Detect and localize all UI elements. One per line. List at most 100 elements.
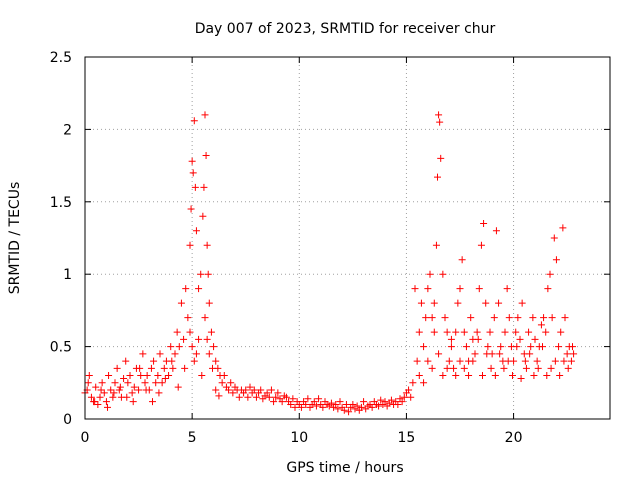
data-point (527, 343, 535, 351)
data-point (400, 393, 408, 401)
data-point (204, 270, 212, 278)
data-point (189, 169, 197, 177)
data-point (360, 398, 368, 406)
data-point (130, 383, 138, 391)
data-point (430, 328, 438, 336)
data-point (180, 335, 188, 343)
data-point (443, 328, 451, 336)
data-point (560, 357, 568, 365)
data-point (375, 402, 383, 410)
data-point (435, 350, 443, 358)
data-point (544, 285, 552, 293)
data-point (525, 328, 533, 336)
data-point (514, 314, 522, 322)
plot-grid (85, 57, 610, 419)
data-point (437, 154, 445, 162)
data-point (263, 389, 271, 397)
data-point (111, 379, 119, 387)
data-point (205, 350, 213, 358)
data-point (229, 389, 237, 397)
data-point (456, 357, 464, 365)
data-point (435, 111, 443, 119)
y-tick-label: 2.5 (50, 50, 72, 66)
y-tick-label: 1 (63, 267, 72, 283)
data-point (327, 399, 335, 407)
data-point (128, 389, 136, 397)
data-point (154, 372, 162, 380)
data-point (282, 393, 290, 401)
data-point (257, 386, 265, 394)
data-point (340, 406, 348, 414)
data-point (567, 357, 575, 365)
data-point (126, 372, 134, 380)
data-point (124, 379, 132, 387)
data-point (186, 328, 194, 336)
data-point (555, 343, 563, 351)
data-point (415, 372, 423, 380)
data-point (534, 364, 542, 372)
data-point (505, 314, 513, 322)
data-point (530, 372, 538, 380)
data-point (136, 364, 144, 372)
data-point (556, 372, 564, 380)
data-point (141, 379, 149, 387)
data-point (424, 357, 432, 365)
data-point (225, 386, 233, 394)
data-point (115, 386, 123, 394)
data-point (181, 364, 189, 372)
data-point (332, 401, 340, 409)
data-point (477, 241, 485, 249)
data-point (487, 364, 495, 372)
data-point (84, 379, 92, 387)
data-point (246, 383, 254, 391)
data-point (377, 396, 385, 404)
data-point (540, 314, 548, 322)
data-point (173, 328, 181, 336)
data-point (272, 393, 280, 401)
data-point (456, 285, 464, 293)
data-point (199, 212, 207, 220)
plot-axes (84, 56, 611, 420)
data-point (92, 383, 100, 391)
data-point (513, 343, 521, 351)
data-point (452, 328, 460, 336)
data-point (548, 314, 556, 322)
data-point (191, 183, 199, 191)
data-point (462, 343, 470, 351)
data-point (207, 328, 215, 336)
data-point (547, 364, 555, 372)
data-point (195, 335, 203, 343)
data-point (484, 343, 492, 351)
data-point (387, 396, 395, 404)
data-point (445, 357, 453, 365)
data-point (426, 270, 434, 278)
data-point (100, 389, 108, 397)
y-axis-label: SRMTID / TECUs (7, 182, 23, 295)
data-point (210, 343, 218, 351)
data-point (158, 379, 166, 387)
data-point (539, 343, 546, 351)
data-point (409, 379, 417, 387)
x-tick-label: 0 (81, 430, 90, 446)
data-point (550, 234, 558, 242)
data-point (139, 350, 147, 358)
data-point (543, 372, 551, 380)
data-point (97, 386, 105, 394)
data-point (120, 374, 128, 382)
data-point (531, 335, 539, 343)
data-point (129, 398, 137, 406)
data-point (175, 343, 183, 351)
data-point (186, 241, 194, 249)
data-point (482, 299, 490, 307)
data-point (475, 285, 483, 293)
y-tick-label: 0 (63, 412, 72, 428)
data-point (184, 314, 192, 322)
data-point (407, 393, 415, 401)
data-point (420, 379, 428, 387)
data-point (252, 393, 260, 401)
data-point (278, 398, 286, 406)
data-point (137, 372, 145, 380)
data-point (209, 364, 216, 372)
data-point (561, 314, 569, 322)
data-point (291, 403, 299, 411)
